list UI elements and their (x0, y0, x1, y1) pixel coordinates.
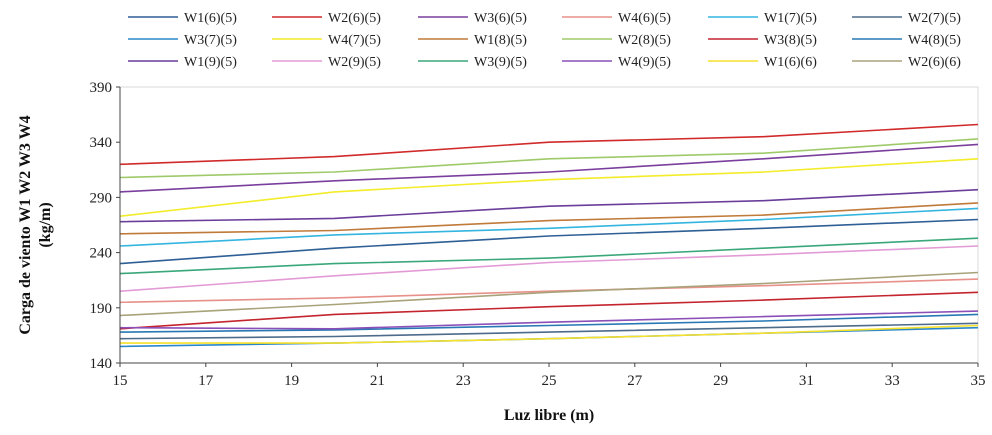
x-tick-label: 19 (284, 373, 299, 389)
legend-label: W3(6)(5) (474, 11, 527, 26)
x-tick-label: 35 (971, 373, 986, 389)
series-line-w1-9-5 (119, 188, 979, 223)
series-line-w4-8-5 (119, 313, 979, 333)
y-tick-label: 340 (90, 135, 113, 151)
series-line-w1-7-5 (119, 207, 979, 247)
series-line-w2-7-5 (119, 322, 979, 340)
series-line-w4-7-5 (119, 158, 979, 217)
legend-label: W1(7)(5) (764, 11, 817, 26)
x-tick-label: 21 (370, 373, 385, 389)
x-tick-label: 33 (885, 373, 900, 389)
y-tick-label: 240 (90, 246, 113, 262)
series-layer (119, 123, 979, 348)
x-tick-label: 23 (456, 373, 471, 389)
legend-label: W2(6)(6) (908, 55, 961, 70)
legend: W1(6)(5) W2(6)(5) W3(6)(5) W4(6)(5) W1(7)(5)… (128, 11, 961, 70)
legend-label: W2(8)(5) (618, 33, 671, 48)
legend-label: W3(7)(5) (184, 33, 237, 48)
y-tick-label: 390 (90, 80, 113, 96)
legend-label: W2(9)(5) (328, 55, 381, 70)
y-tick-label: 190 (90, 301, 113, 317)
x-tick-label: 27 (627, 373, 643, 389)
legend-label: W1(6)(6) (764, 55, 817, 70)
y-axis-title-line-1: Carga de viento W1 W2 W3 W4 (17, 115, 34, 334)
legend-label: W3(9)(5) (474, 55, 527, 70)
series-line-w2-8-5 (119, 138, 979, 179)
y-axis-title: Carga de viento W1 W2 W3 W4 (kg/m) (17, 115, 54, 334)
series-line-w1-6-6 (120, 324, 979, 344)
y-tick-label: 290 (90, 190, 113, 206)
series-line-w4-6-5 (119, 278, 979, 304)
series-line-w3-6-5 (119, 143, 979, 193)
y-tick-label: 140 (90, 356, 113, 372)
x-axis-title: Luz libre (m) (504, 407, 594, 424)
x-tick-label: 29 (713, 373, 728, 389)
legend-label: W4(8)(5) (908, 33, 961, 48)
legend-label: W2(7)(5) (908, 11, 961, 26)
legend-label: W1(8)(5) (474, 33, 527, 48)
legend-label: W4(9)(5) (618, 55, 671, 70)
series-line-w2-6-5 (119, 123, 979, 166)
x-tick-label: 31 (799, 373, 814, 389)
y-axis-title-line-2: (kg/m) (37, 202, 54, 247)
series-line-w3-8-5 (119, 291, 979, 330)
series-line-w2-6-6 (119, 271, 979, 317)
legend-label: W1(9)(5) (184, 55, 237, 70)
x-tick-label: 17 (198, 373, 214, 389)
legend-label: W2(6)(5) (328, 11, 381, 26)
legend-label: W3(8)(5) (764, 33, 817, 48)
series-line-w3-9-5 (119, 237, 979, 275)
legend-label: W4(7)(5) (328, 33, 381, 48)
plot-area: 15 17 19 21 23 25 27 29 31 33 35 140 190 240 290 340 39… (90, 80, 986, 389)
y-ticks: 140 190 240 290 340 390 (90, 80, 120, 372)
series-line-w2-9-5 (119, 245, 979, 292)
series-line-w1-8-5 (119, 202, 979, 235)
legend-label: W1(6)(5) (184, 11, 237, 26)
series-line-w4-9-5 (119, 310, 979, 330)
series-line-w1-6-5 (119, 218, 979, 265)
x-tick-label: 25 (542, 373, 557, 389)
x-ticks: 15 17 19 21 23 25 27 29 31 33 35 (113, 363, 986, 389)
legend-label: W4(6)(5) (618, 11, 671, 26)
x-tick-label: 15 (113, 373, 128, 389)
